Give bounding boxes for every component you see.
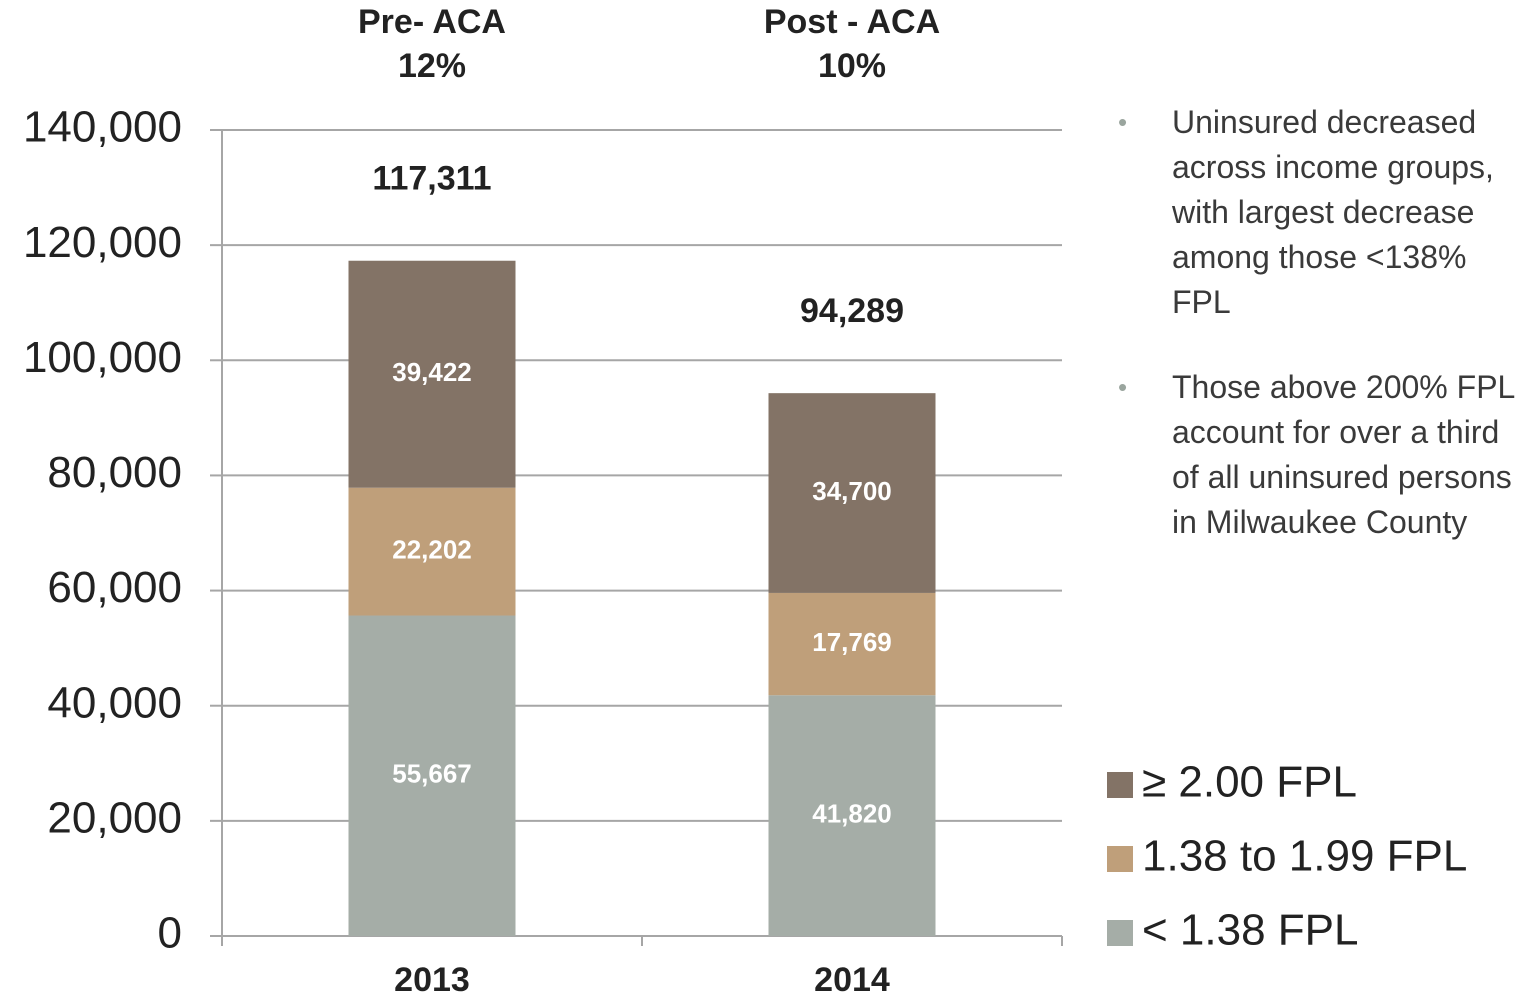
header: Post - ACA (764, 3, 940, 41)
legend-swatch (1107, 772, 1133, 798)
legend-swatch (1107, 846, 1133, 872)
value-label: 22,202 (392, 534, 472, 564)
bar-segment (348, 487, 516, 616)
legend-label: 1.38 to 1.99 FPL (1142, 832, 1467, 881)
x-tick-label: 2013 (394, 961, 470, 999)
header: Pre- ACA (358, 3, 506, 41)
bar-segment (768, 393, 936, 593)
header: 10% (818, 47, 886, 85)
legend-label: ≥ 2.00 FPL (1142, 758, 1357, 807)
legend-swatch (1107, 920, 1133, 946)
total-label: 117,311 (372, 160, 491, 198)
y-tick-label: 0 (158, 909, 182, 958)
y-tick-label: 60,000 (47, 563, 182, 612)
note: Those above 200% FPL account for over a … (1118, 365, 1518, 545)
bar-segment (348, 615, 516, 936)
notes: Uninsured decreased across income groups… (1118, 100, 1518, 585)
value-label: 55,667 (392, 759, 472, 789)
bar-segment (768, 592, 936, 696)
y-tick-label: 80,000 (47, 448, 182, 497)
y-tick-label: 100,000 (23, 333, 182, 382)
bar-segment (348, 260, 516, 488)
x-tick-label: 2014 (814, 961, 890, 999)
value-label: 34,700 (812, 476, 892, 506)
y-tick-label: 140,000 (23, 103, 182, 152)
total-label: 94,289 (800, 292, 904, 330)
y-tick-label: 40,000 (47, 678, 182, 727)
header: 12% (398, 47, 466, 85)
y-tick-label: 120,000 (23, 218, 182, 267)
note: Uninsured decreased across income groups… (1118, 100, 1518, 325)
value-label: 17,769 (812, 627, 892, 657)
value-label: 39,422 (392, 357, 472, 387)
legend-label: < 1.38 FPL (1142, 906, 1358, 955)
bar-segment (768, 695, 936, 936)
value-label: 41,820 (812, 798, 892, 828)
y-tick-label: 20,000 (47, 793, 182, 842)
